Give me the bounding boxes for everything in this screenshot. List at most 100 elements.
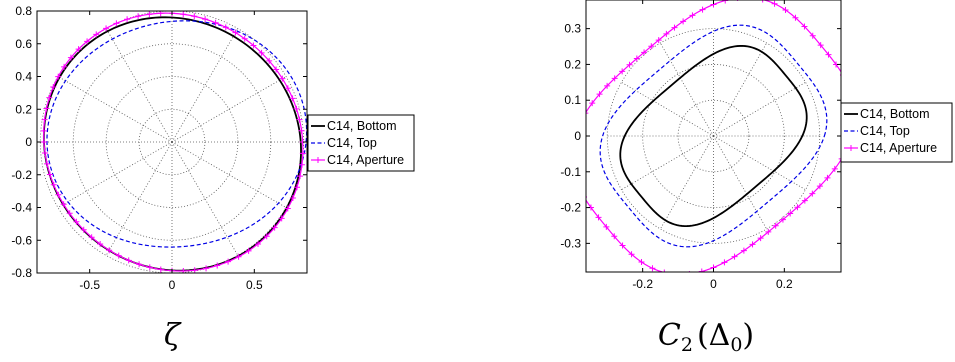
series-line [619, 45, 808, 227]
series-marker [641, 49, 648, 56]
series-marker [824, 174, 831, 181]
series-marker [241, 35, 248, 42]
grid-spoke [57, 76, 173, 143]
series-marker [115, 252, 122, 259]
series-marker [721, 259, 728, 266]
grid-circle [642, 64, 785, 208]
series-marker [232, 29, 239, 36]
series-marker [757, 235, 764, 242]
series-marker [619, 242, 626, 249]
series-marker [825, 51, 832, 58]
grid-spoke [171, 141, 287, 208]
series-marker [60, 201, 67, 208]
x-tick-label: 0 [710, 277, 717, 291]
x-tick-label: 0 [169, 278, 176, 292]
y-tick-label: 0.2 [564, 57, 581, 71]
series-group [40, 11, 307, 273]
series-marker [296, 116, 303, 123]
grid-spoke [171, 141, 239, 256]
series-marker [603, 223, 610, 230]
y-tick-label: -0.3 [560, 236, 581, 250]
series-marker [589, 100, 596, 107]
legend-marker [848, 145, 854, 151]
series-marker [749, 241, 756, 248]
legend-label: C14, Aperture [860, 141, 937, 155]
y-tick-label: 0.6 [15, 37, 32, 51]
series-marker [816, 183, 823, 190]
series-marker [214, 262, 221, 269]
polar-grid [606, 28, 821, 244]
series-marker [298, 161, 305, 168]
series-marker [212, 19, 219, 26]
series-marker [850, 95, 856, 101]
y-tick-label: -0.1 [560, 165, 581, 179]
series-marker [191, 13, 198, 20]
legend-label: C14, Top [860, 124, 910, 138]
series-marker [41, 116, 48, 123]
series-marker [633, 55, 640, 62]
series-marker [113, 20, 120, 27]
series-marker [569, 145, 575, 151]
series-marker [43, 105, 50, 112]
series-marker [794, 204, 801, 211]
series-marker [689, 12, 696, 19]
series-marker [235, 253, 242, 260]
grid-spoke [621, 81, 714, 137]
series-marker [88, 234, 95, 241]
series-marker [203, 265, 210, 272]
series-marker [50, 83, 57, 90]
grid-circle [72, 43, 272, 241]
series-marker [663, 30, 670, 37]
series-marker [801, 23, 808, 30]
grid-circle [606, 28, 821, 244]
legend-box [307, 114, 415, 172]
series-group [569, 0, 856, 272]
axis-ticks: -0.2 0 0.2 0.3 0.2 0.1 0 -0.1 -0.2 -0.3 [560, 0, 841, 291]
legend-label: C14, Top [327, 136, 377, 150]
grid-spoke [171, 76, 287, 143]
series-marker [611, 75, 618, 82]
series-marker [575, 183, 581, 189]
series-marker [271, 224, 278, 231]
series-marker [655, 37, 662, 44]
series-line [599, 24, 828, 248]
legend-label: C14, Bottom [860, 107, 929, 121]
series-marker [202, 16, 209, 23]
series-marker [66, 210, 73, 217]
grid-spoke [713, 135, 767, 230]
series-marker [106, 247, 113, 254]
series-marker [838, 158, 841, 160]
series-marker [604, 82, 611, 89]
series-marker [266, 57, 273, 64]
series-marker [289, 95, 296, 102]
legend: C14, Bottom C14, Top C14, Aperture [307, 114, 415, 172]
y-tick-label: 0.4 [15, 70, 32, 84]
series-marker [626, 61, 633, 68]
legend: C14, Bottom C14, Top C14, Aperture [840, 102, 953, 163]
y-tick-label: 0.2 [15, 102, 32, 116]
series-marker [55, 191, 62, 198]
series-marker [772, 222, 779, 229]
series-marker [663, 269, 665, 272]
series-marker [299, 150, 306, 157]
series-marker [258, 49, 265, 56]
grid-spoke [713, 42, 767, 137]
grid-spoke [713, 81, 806, 137]
series-marker [180, 11, 187, 18]
series-marker [680, 18, 687, 25]
series-marker [671, 24, 678, 31]
series-marker [40, 139, 47, 145]
series-line [46, 20, 307, 248]
series-marker [61, 63, 68, 70]
legend-box [840, 102, 953, 163]
series-marker [586, 112, 589, 114]
series-marker [124, 16, 131, 23]
series-marker [289, 195, 296, 202]
series-marker [42, 150, 49, 157]
series-marker [245, 247, 252, 254]
series-marker [846, 83, 852, 89]
series-line [43, 12, 304, 272]
series-marker [44, 160, 51, 167]
caption-sub2: 0 [730, 334, 742, 356]
legend-marker [315, 157, 321, 163]
